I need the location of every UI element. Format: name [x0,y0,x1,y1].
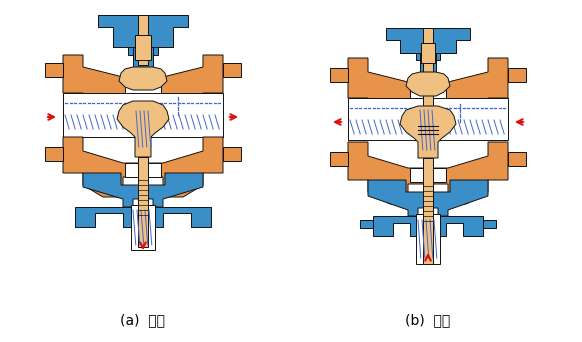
Polygon shape [63,137,223,197]
Bar [131,205,155,250]
Polygon shape [330,68,348,82]
Bar [423,158,433,264]
Bar [135,35,151,60]
Bar [125,163,161,177]
Polygon shape [373,216,483,236]
Polygon shape [113,15,173,55]
Polygon shape [400,28,456,60]
Polygon shape [119,67,167,90]
Polygon shape [75,207,211,227]
Bar [421,43,435,63]
Polygon shape [348,58,508,122]
Polygon shape [223,147,241,161]
Polygon shape [63,55,223,115]
Bar [423,28,433,168]
Bar [410,168,446,182]
Polygon shape [360,220,373,228]
Polygon shape [400,106,456,158]
Bar [420,28,436,108]
Bar [138,15,148,65]
Bar [348,98,508,140]
Polygon shape [508,152,526,166]
Bar [133,15,153,105]
Polygon shape [83,173,203,207]
Bar [410,80,446,106]
Polygon shape [98,15,188,47]
Text: (b)  合流: (b) 合流 [406,313,450,327]
Polygon shape [45,147,63,161]
Bar [138,157,148,247]
Bar [125,75,161,103]
Polygon shape [45,63,63,77]
Polygon shape [508,68,526,82]
Polygon shape [483,220,496,228]
Polygon shape [386,28,470,53]
Bar [63,93,223,137]
Text: (a)  分流: (a) 分流 [120,313,165,327]
Polygon shape [117,101,169,157]
Polygon shape [406,72,450,96]
Polygon shape [348,142,508,204]
Polygon shape [223,63,241,77]
Polygon shape [330,152,348,166]
Bar [416,214,440,264]
Polygon shape [368,180,488,216]
